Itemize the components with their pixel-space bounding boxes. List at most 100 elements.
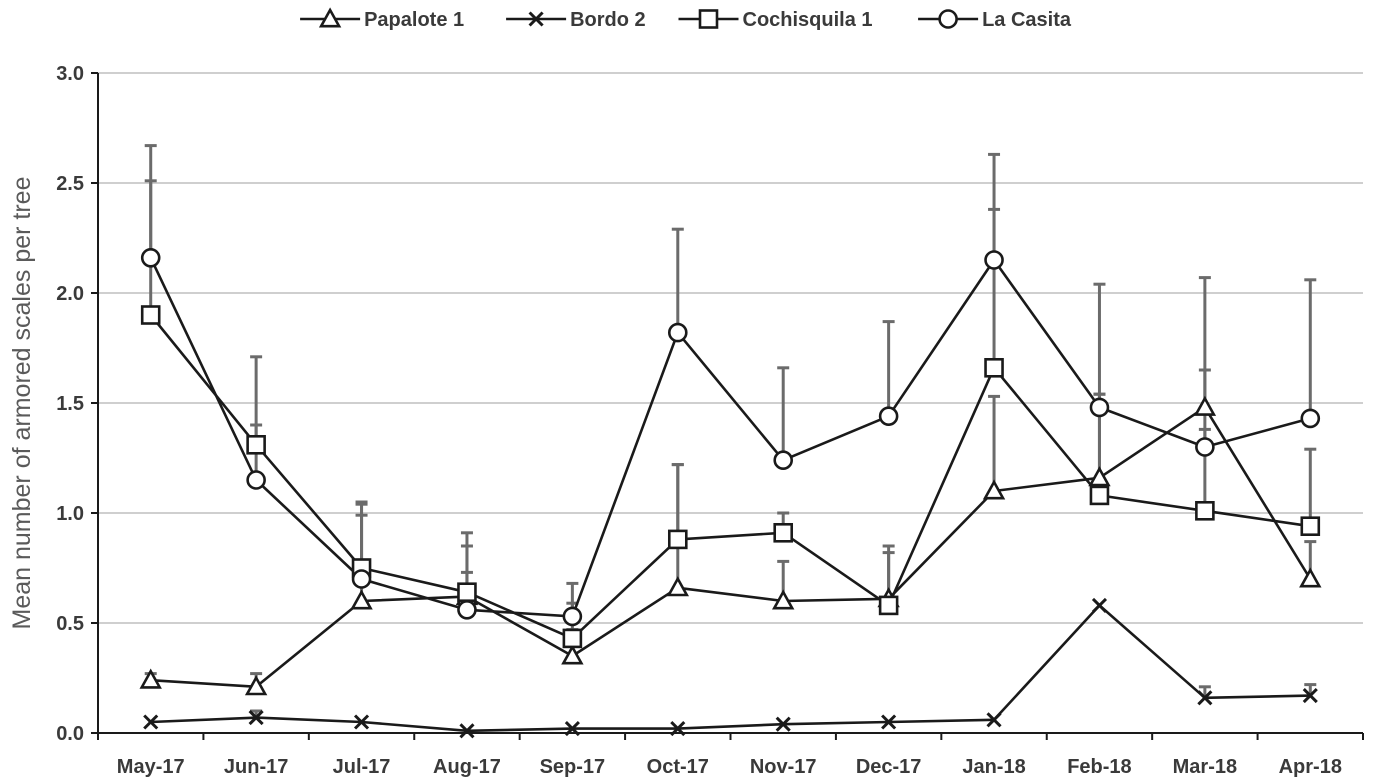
data-point-la-casita <box>562 606 583 627</box>
legend-label: La Casita <box>982 9 1072 31</box>
data-point-papalote-1 <box>666 576 690 597</box>
data-point-cochisquila-1 <box>562 628 583 649</box>
y-tick-label: 2.0 <box>56 283 84 305</box>
data-point-la-casita <box>667 322 688 343</box>
series-line-la-casita <box>149 257 1311 618</box>
x-tick-label: May-17 <box>117 756 185 778</box>
data-point-la-casita <box>246 470 266 490</box>
x-tick-label: Nov-17 <box>750 756 817 778</box>
marker-x-stroke <box>881 714 897 730</box>
series-line-papalote-1 <box>150 406 1312 689</box>
data-point-la-casita <box>1195 437 1215 457</box>
marker-x-stroke <box>143 714 159 730</box>
marker-x-stroke <box>248 710 264 726</box>
legend-label: Papalote 1 <box>364 9 464 31</box>
series-lines <box>149 257 1312 733</box>
x-tick-label: Jan-18 <box>962 756 1025 778</box>
y-tick-label: 1.0 <box>56 503 84 525</box>
data-point-la-casita <box>140 247 161 268</box>
data-point-bordo-2 <box>143 714 159 730</box>
y-tick-label: 3.0 <box>56 63 84 85</box>
legend-marker-bordo-2 <box>528 11 544 27</box>
marker-x-stroke <box>986 712 1002 728</box>
data-point-papalote-1 <box>771 589 795 610</box>
data-point-bordo-2 <box>670 721 686 737</box>
x-tick-label: Aug-17 <box>433 756 501 778</box>
axes <box>91 72 1364 740</box>
legend-marker-papalote-1 <box>318 7 342 28</box>
data-point-cochisquila-1 <box>1195 500 1215 521</box>
data-point-cochisquila-1 <box>878 595 899 616</box>
tick-labels: 0.0 0.5 1.0 1.5 2.0 2.5 3.0 May-17 Jun-17 Jul-17 A… <box>56 63 1342 778</box>
legend-marker-la-casita <box>938 9 958 29</box>
x-tick-label: Mar-18 <box>1173 756 1237 778</box>
data-point-cochisquila-1 <box>667 529 688 550</box>
data-point-bordo-2 <box>564 721 580 737</box>
data-point-la-casita <box>351 569 372 589</box>
data-point-papalote-1 <box>1193 395 1217 416</box>
y-tick-label: 0.5 <box>56 613 84 635</box>
data-point-papalote-1 <box>561 644 584 665</box>
legend-item-la-casita: La Casita <box>918 9 1072 31</box>
x-tick-label: Feb-18 <box>1067 756 1131 778</box>
y-tick-label: 2.5 <box>56 173 84 195</box>
data-point-papalote-1 <box>139 668 162 689</box>
data-point-cochisquila-1 <box>246 434 266 455</box>
legend: Papalote 1 Bordo 2 Cochisquila 1 La Casita <box>300 7 1072 31</box>
y-tick-label: 0.0 <box>56 723 84 745</box>
series-markers <box>139 247 1322 739</box>
series-line-cochisquila-1 <box>149 314 1311 640</box>
marker-x-stroke <box>564 721 580 737</box>
data-point-papalote-1 <box>982 479 1006 500</box>
data-point-papalote-1 <box>244 675 268 696</box>
marker-x-stroke <box>528 11 544 27</box>
data-point-la-casita <box>773 450 794 471</box>
marker-x-stroke <box>775 716 791 732</box>
marker-x-stroke <box>459 723 475 739</box>
data-point-cochisquila-1 <box>773 522 794 543</box>
series-line-bordo-2 <box>150 604 1311 733</box>
data-point-bordo-2 <box>775 716 791 732</box>
data-point-papalote-1 <box>1299 567 1322 588</box>
legend-marker-cochisquila-1 <box>698 9 719 29</box>
legend-label: Cochisquila 1 <box>743 9 873 31</box>
x-tick-label: Dec-17 <box>856 756 922 778</box>
y-axis-label: Mean number of armored scales per tree <box>8 177 36 630</box>
data-point-papalote-1 <box>1088 466 1111 487</box>
data-point-bordo-2 <box>248 710 264 726</box>
grid-lines <box>98 72 1363 624</box>
marker-x-stroke <box>1091 597 1108 613</box>
data-point-bordo-2 <box>1302 688 1318 704</box>
marker-x-stroke <box>670 721 686 737</box>
data-point-cochisquila-1 <box>457 582 477 603</box>
legend-label: Bordo 2 <box>570 9 646 31</box>
data-point-bordo-2 <box>1197 690 1213 706</box>
data-point-bordo-2 <box>986 712 1002 728</box>
error-bars <box>144 144 1317 718</box>
y-tick-label: 1.5 <box>56 393 84 415</box>
data-point-cochisquila-1 <box>1300 516 1321 537</box>
legend-item-cochisquila-1: Cochisquila 1 <box>678 9 873 31</box>
data-point-la-casita <box>1089 397 1110 418</box>
data-point-la-casita <box>1300 408 1321 429</box>
legend-item-papalote-1: Papalote 1 <box>300 7 464 31</box>
data-point-papalote-1 <box>350 589 373 610</box>
data-point-bordo-2 <box>1091 597 1108 613</box>
x-tick-label: Apr-18 <box>1279 756 1342 778</box>
x-tick-label: Jul-17 <box>333 756 391 778</box>
data-point-la-casita <box>457 599 477 620</box>
data-point-bordo-2 <box>881 714 897 730</box>
data-point-la-casita <box>878 406 899 427</box>
data-point-cochisquila-1 <box>140 305 161 325</box>
data-point-cochisquila-1 <box>984 357 1004 378</box>
data-point-bordo-2 <box>353 714 370 730</box>
x-tick-label: Sep-17 <box>540 756 606 778</box>
x-tick-label: Jun-17 <box>224 756 288 778</box>
marker-x-stroke <box>353 714 370 730</box>
x-tick-label: Oct-17 <box>647 756 709 778</box>
data-point-bordo-2 <box>459 723 475 739</box>
marker-x-stroke <box>1197 690 1213 706</box>
legend-item-bordo-2: Bordo 2 <box>506 9 646 31</box>
data-point-cochisquila-1 <box>1089 485 1110 506</box>
